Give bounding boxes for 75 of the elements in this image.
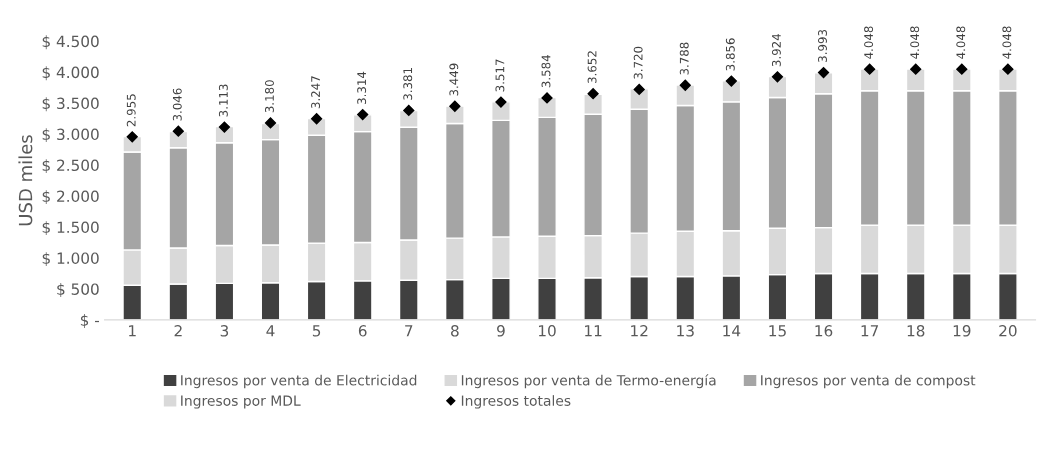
- y-tick-label: $ 3.000: [42, 128, 99, 143]
- x-tick-label: 7: [405, 325, 413, 337]
- x-tick-label: 8: [451, 325, 459, 337]
- x-tick-label: 4: [266, 325, 275, 337]
- point: [310, 113, 323, 125]
- data-label: 3.856: [725, 38, 735, 71]
- x-tick-label: 10: [538, 325, 556, 337]
- y-tick-label: $ 1.000: [42, 252, 99, 266]
- point: [679, 79, 691, 91]
- x-tick-label: 20: [999, 325, 1017, 337]
- x-tick-label: 12: [631, 325, 648, 337]
- data-label: 3.788: [679, 42, 689, 75]
- point: [725, 75, 737, 87]
- legend-label: Ingresos por venta de Termo-energía: [461, 374, 716, 389]
- y-tick-label: $ 2.000: [42, 190, 99, 205]
- x-tick-label: 2: [174, 325, 182, 337]
- data-label: 4.048: [956, 26, 966, 59]
- x-tick-label: 6: [358, 325, 367, 337]
- point: [403, 104, 415, 117]
- point: [910, 63, 922, 75]
- legend-label: Ingresos por venta de compost: [761, 374, 976, 389]
- x-tick-label: 14: [723, 325, 741, 337]
- y-tick-label: $ 2.500: [42, 159, 99, 174]
- legend-label: Ingresos por venta de Electricidad: [181, 374, 417, 389]
- x-tick-label: 3: [220, 325, 229, 337]
- point: [817, 66, 830, 79]
- x-tick-label: 19: [953, 325, 971, 337]
- data-label: 3.314: [357, 71, 367, 104]
- data-label: 3.381: [403, 68, 413, 100]
- point: [771, 71, 784, 83]
- point: [587, 88, 599, 100]
- y-tick-label: $ -: [80, 314, 99, 328]
- point: [541, 92, 553, 104]
- x-tick-label: 11: [585, 325, 602, 337]
- data-label: 3.993: [818, 29, 827, 62]
- data-label: 3.924: [771, 33, 781, 67]
- data-label: 3.046: [172, 88, 182, 121]
- point: [126, 131, 138, 143]
- y-axis-title: USD miles: [18, 135, 33, 226]
- y-tick-label: $ 500: [57, 283, 99, 297]
- data-label: 2.955: [126, 94, 136, 127]
- data-label: 3.449: [449, 63, 459, 96]
- point: [633, 83, 645, 96]
- data-label: 3.517: [495, 59, 505, 92]
- point: [956, 63, 968, 75]
- point: [357, 108, 369, 121]
- x-tick-label: 13: [677, 325, 694, 337]
- point: [449, 100, 461, 112]
- point: [172, 125, 184, 137]
- data-label: 3.247: [311, 76, 321, 109]
- x-tick-label: 17: [861, 325, 879, 337]
- point: [264, 117, 277, 129]
- legend-label: Ingresos por MDL: [181, 395, 301, 409]
- data-label: 4.048: [864, 26, 874, 59]
- y-tick-label: $ 1.500: [42, 221, 99, 236]
- data-label: 3.720: [633, 46, 643, 79]
- x-tick-label: 5: [312, 325, 321, 337]
- y-tick-label: $ 4.500: [42, 35, 99, 50]
- point: [1002, 63, 1014, 75]
- data-label: 3.180: [265, 80, 274, 113]
- point: [218, 121, 231, 133]
- x-tick-label: 16: [815, 325, 833, 337]
- point: [864, 63, 876, 75]
- x-tick-label: 18: [907, 325, 925, 337]
- y-tick-label: $ 3.500: [42, 97, 99, 112]
- x-tick-label: 15: [769, 325, 786, 337]
- x-tick-label: 9: [497, 325, 505, 337]
- data-label: 3.652: [587, 51, 597, 84]
- data-label: 4.048: [910, 26, 920, 59]
- data-label: 3.113: [218, 84, 228, 117]
- data-label: 4.048: [1002, 26, 1012, 59]
- x-tick-label: 1: [129, 325, 136, 337]
- data-label: 3.584: [541, 55, 551, 88]
- y-tick-label: $ 4.000: [42, 66, 99, 81]
- legend-label: Ingresos totales: [461, 395, 571, 409]
